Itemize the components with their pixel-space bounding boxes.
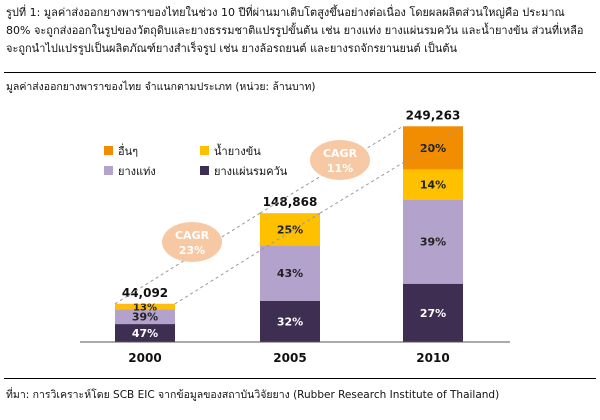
legend-swatch-other bbox=[104, 146, 113, 155]
cagr-value: 23% bbox=[179, 244, 205, 257]
cagr-bubble bbox=[310, 140, 370, 180]
bar-segment-latex bbox=[115, 304, 175, 310]
growth-guide-line bbox=[174, 212, 321, 305]
segment-label: 27% bbox=[420, 307, 446, 320]
legend-swatch-block bbox=[104, 166, 113, 175]
bar-segment-other bbox=[403, 126, 463, 170]
growth-guide-line bbox=[259, 125, 404, 214]
caption-line: รูปที่ 1: มูลค่าส่งออกยางพาราของไทยในช่ว… bbox=[6, 6, 565, 19]
segment-label: 39% bbox=[132, 311, 158, 324]
x-tick-label: 2000 bbox=[128, 351, 161, 365]
legend-label: อื่นๆ bbox=[118, 143, 138, 158]
legend-label: น้ำยางข้น bbox=[214, 143, 261, 158]
bar-segment-latex bbox=[403, 169, 463, 200]
bottom-divider bbox=[4, 378, 596, 379]
legend-swatch-smoked bbox=[200, 166, 209, 175]
top-divider bbox=[4, 72, 596, 73]
stacked-bar-chart: 47%39%13%44,092200032%43%25%148,86820052… bbox=[80, 108, 510, 365]
segment-label: 20% bbox=[420, 142, 446, 155]
bar-total-label: 148,868 bbox=[263, 195, 318, 209]
bar-segment-block bbox=[115, 309, 175, 325]
bar-segment-latex bbox=[260, 213, 320, 246]
bar-segment-smoked bbox=[403, 283, 463, 342]
growth-guide-line bbox=[319, 125, 464, 214]
segment-label: 32% bbox=[277, 315, 303, 328]
cagr-bubble bbox=[162, 222, 222, 262]
bar-total-label: 249,263 bbox=[406, 108, 461, 122]
bar-segment-block bbox=[403, 199, 463, 284]
cagr-label: CAGR bbox=[175, 229, 210, 242]
segment-label: 47% bbox=[132, 327, 158, 340]
cagr-label: CAGR bbox=[323, 147, 358, 160]
legend-label: ยางแผ่นรมควัน bbox=[214, 165, 288, 178]
segment-label: 13% bbox=[133, 303, 157, 314]
source-note: ที่มา: การวิเคราะห์โดย SCB EIC จากข้อมูล… bbox=[6, 389, 500, 401]
segment-label: 39% bbox=[420, 236, 446, 249]
figure-caption: รูปที่ 1: มูลค่าส่งออกยางพาราของไทยในช่ว… bbox=[6, 4, 594, 58]
x-tick-label: 2010 bbox=[416, 351, 449, 365]
bar-segment-smoked bbox=[260, 300, 320, 342]
chart-title: มูลค่าส่งออกยางพาราของไทย จำแนกตามประเภท… bbox=[6, 81, 316, 93]
legend-label: ยางแท่ง bbox=[118, 165, 156, 178]
segment-label: 14% bbox=[420, 179, 446, 192]
cagr-value: 11% bbox=[327, 162, 353, 175]
legend-swatch-latex bbox=[200, 146, 209, 155]
caption-line: 80% จะถูกส่งออกในรูปของวัตถุดิบและยางธรร… bbox=[6, 24, 584, 37]
bar-segment-block bbox=[260, 245, 320, 301]
bar-total-label: 44,092 bbox=[122, 286, 168, 300]
segment-label: 25% bbox=[277, 223, 303, 236]
bar-segment-smoked bbox=[115, 324, 175, 342]
segment-label: 43% bbox=[277, 267, 303, 280]
caption-line: จะถูกนำไปแปรรูปเป็นผลิตภัณฑ์ยางสำเร็จรูป… bbox=[6, 42, 458, 55]
x-tick-label: 2005 bbox=[273, 351, 306, 365]
